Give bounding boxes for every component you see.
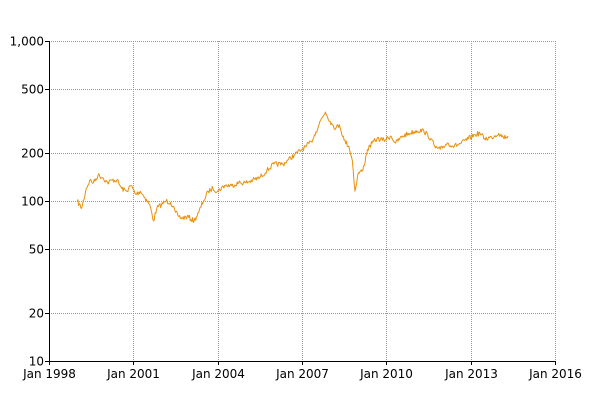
y-tick-label: 20 [29, 307, 44, 321]
y-tick-label: 50 [29, 243, 44, 257]
gridlines [49, 41, 556, 361]
x-tick-label: Jan 2016 [528, 367, 582, 381]
y-tick-label: 200 [21, 147, 44, 161]
y-tick-label: 1,000 [10, 35, 44, 49]
y-tick-label: 100 [21, 195, 44, 209]
series-line [76, 111, 509, 223]
series-layer [76, 111, 509, 223]
x-tick-label: Jan 2007 [275, 367, 329, 381]
x-tick-label: Jan 2001 [106, 367, 160, 381]
y-tick-label: 500 [21, 83, 44, 97]
tick-labels: 10 20 50 100 200 500 1,000 Jan 1998 Jan 2001 Jan … [10, 35, 582, 382]
axes [45, 41, 556, 365]
y-tick-label: 10 [29, 355, 44, 369]
x-tick-label: Jan 2004 [191, 367, 245, 381]
x-tick-label: Jan 1998 [22, 367, 76, 381]
x-tick-label: Jan 2010 [359, 367, 413, 381]
x-tick-label: Jan 2013 [444, 367, 498, 381]
